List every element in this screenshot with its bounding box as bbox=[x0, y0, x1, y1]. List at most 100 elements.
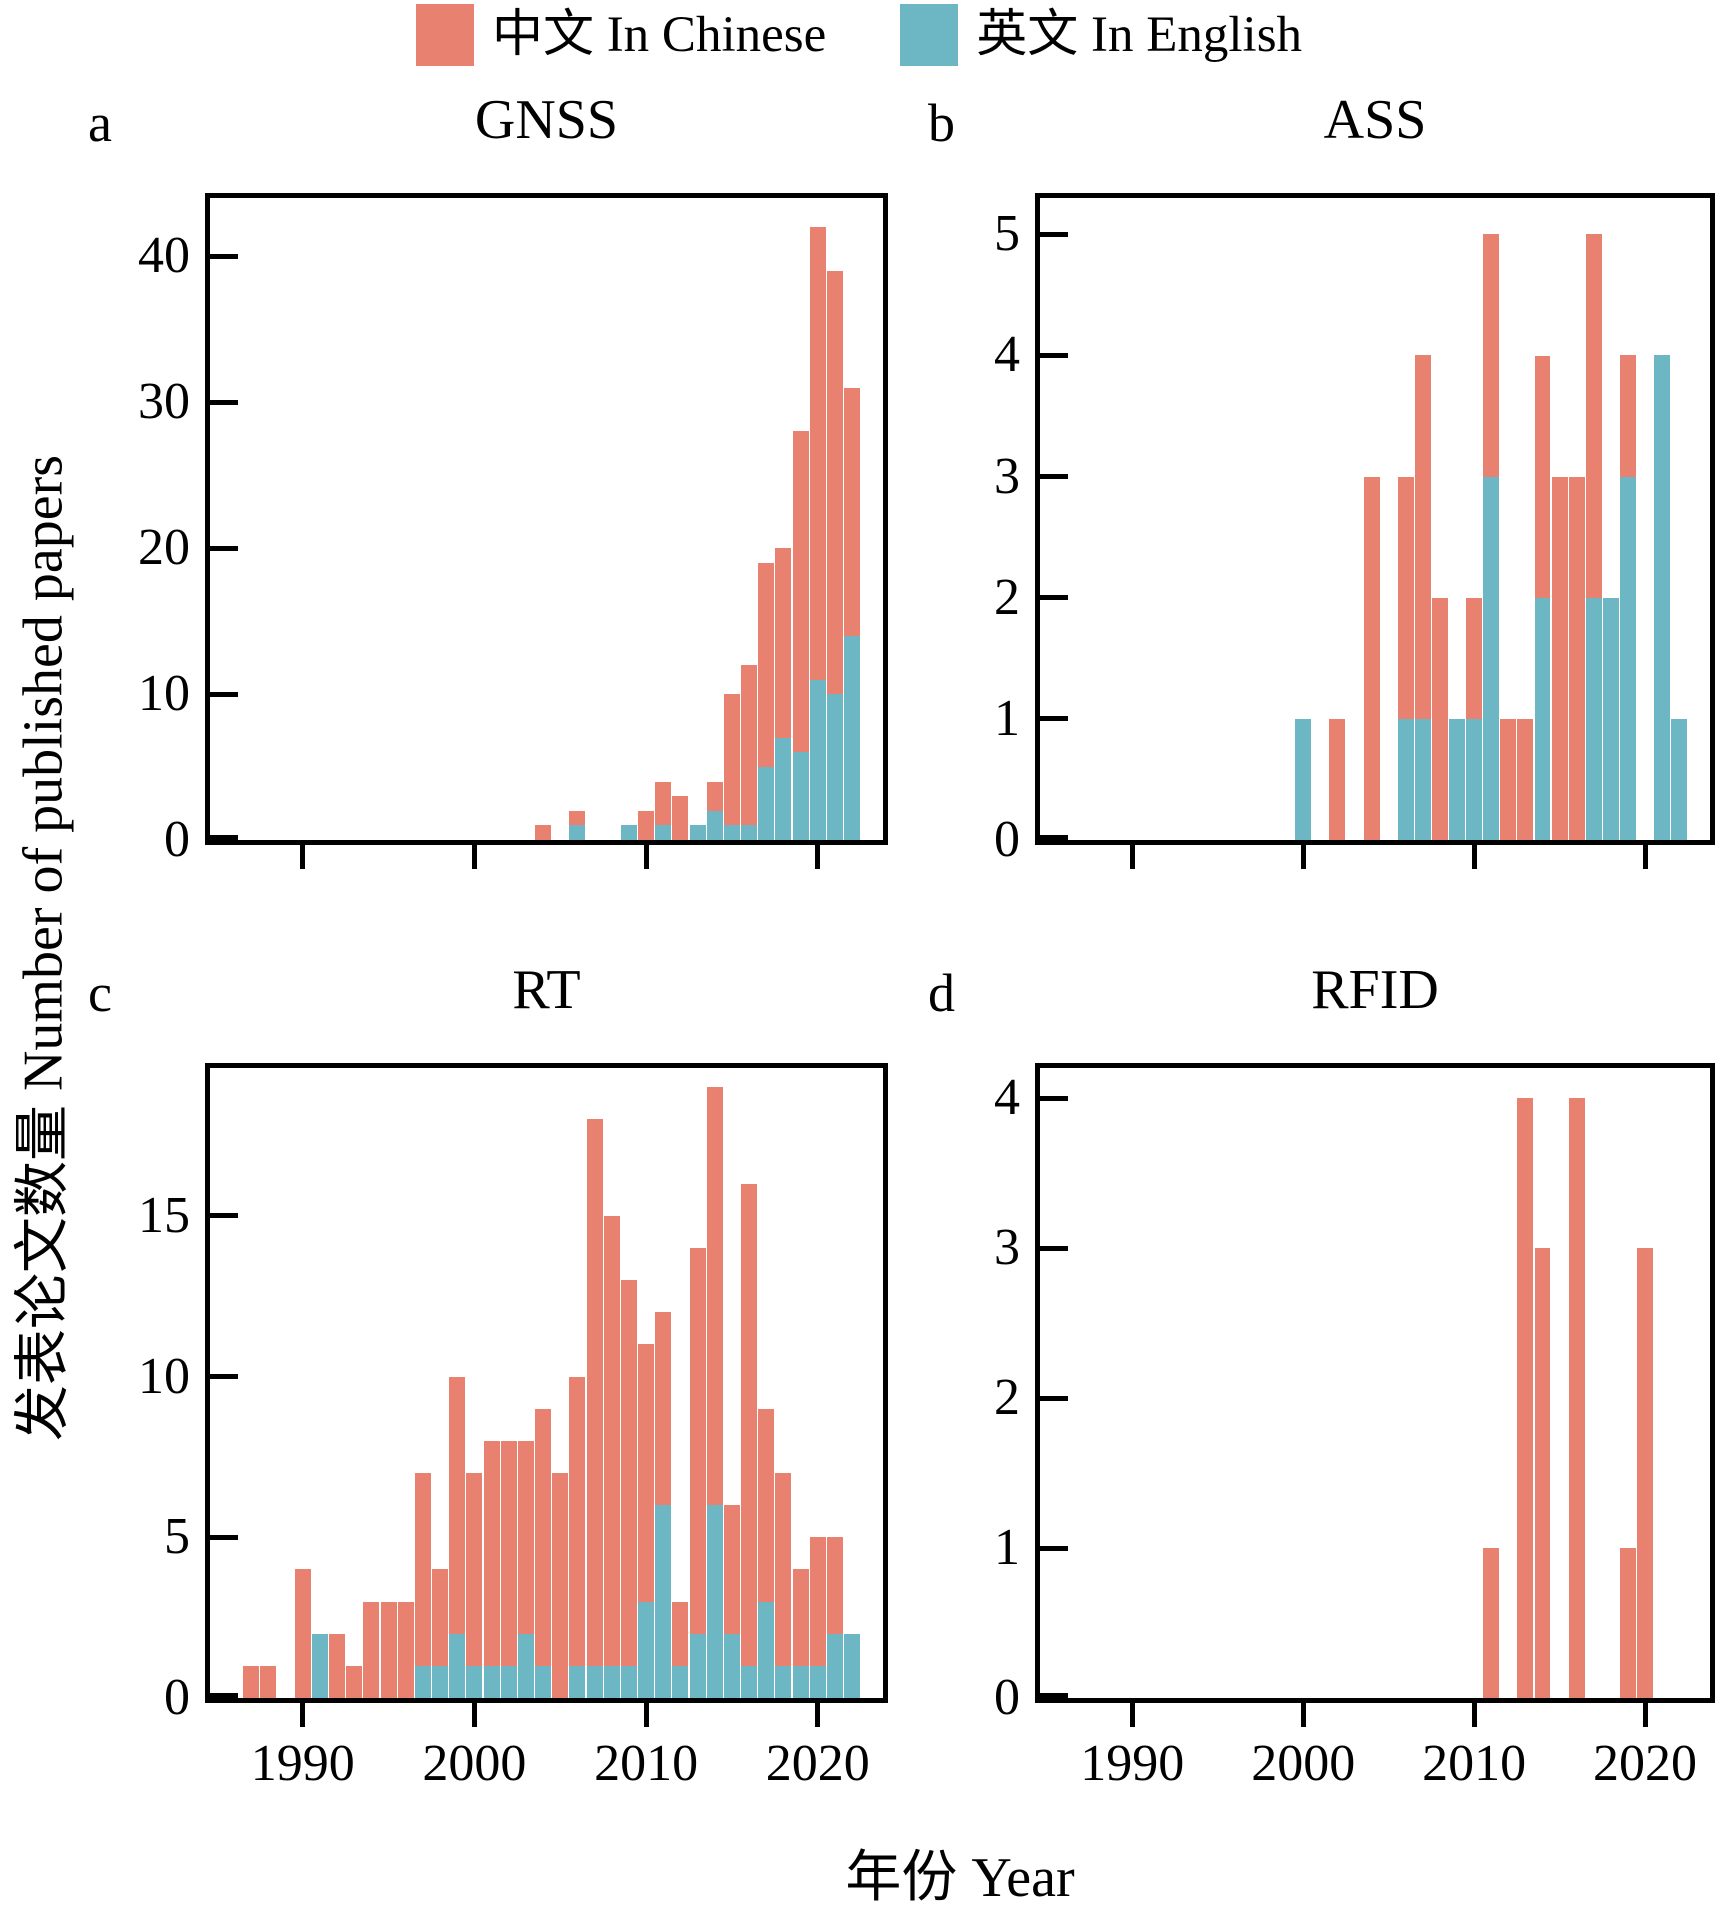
bar-english-2013 bbox=[689, 1633, 706, 1698]
y-tick-label: 15 bbox=[138, 1186, 190, 1244]
y-tick-label: 0 bbox=[994, 811, 1020, 868]
bar-english-2021 bbox=[826, 1633, 843, 1698]
legend-item-chinese: 中文 In Chinese bbox=[415, 4, 827, 66]
bar-english-2001 bbox=[483, 1665, 500, 1698]
bar-chinese-1990 bbox=[294, 1569, 311, 1698]
plot-area-rt: 0 5 10 15 1990 2000 2010 2020 bbox=[138, 1068, 883, 1792]
bar-chinese-2004 bbox=[535, 1408, 552, 1666]
x-tick bbox=[1471, 845, 1477, 869]
bar-chinese-2017 bbox=[758, 562, 775, 768]
bar-english-2012 bbox=[672, 1665, 689, 1698]
y-tick-label: 0 bbox=[164, 1669, 190, 1726]
bar-chinese-2004 bbox=[535, 825, 552, 840]
bar-chinese-2020 bbox=[809, 227, 826, 680]
y-tick bbox=[210, 1693, 238, 1698]
bar-chinese-2011 bbox=[655, 781, 672, 826]
bar-chinese-2011 bbox=[1483, 1548, 1500, 1698]
y-tick bbox=[1040, 1693, 1068, 1698]
bar-english-2019 bbox=[792, 1665, 809, 1698]
bar-english-2011 bbox=[1483, 476, 1500, 840]
x-tick bbox=[471, 1703, 477, 1727]
bar-chinese-2020 bbox=[1637, 1248, 1653, 1698]
bar-chinese-2003 bbox=[517, 1440, 534, 1634]
bar-chinese-2007 bbox=[586, 1119, 603, 1666]
x-tick bbox=[1300, 845, 1306, 869]
x-tick bbox=[1642, 845, 1648, 869]
y-tick bbox=[1040, 835, 1068, 840]
bar-english-2016 bbox=[741, 825, 758, 840]
y-tick-label: 10 bbox=[138, 1347, 190, 1405]
bar-chinese-2014 bbox=[706, 1087, 723, 1506]
panel-title-gnss: GNSS bbox=[474, 89, 619, 151]
bar-chinese-2021 bbox=[826, 270, 843, 695]
x-tick-label: 1990 bbox=[250, 1735, 355, 1792]
x-tick-label: 1990 bbox=[1080, 1735, 1185, 1792]
y-tick-label: 2 bbox=[994, 1369, 1020, 1426]
x-tick bbox=[300, 845, 306, 869]
y-tick bbox=[1040, 1395, 1068, 1401]
bar-chinese-1987 bbox=[243, 1665, 260, 1698]
plot-panel-rfid: 0 1 2 3 4 1990 2000 2010 2020 bbox=[994, 1063, 1715, 1792]
y-tick bbox=[210, 253, 238, 259]
panel-title-ass: ASS bbox=[1323, 89, 1427, 151]
bar-chinese-1994 bbox=[363, 1601, 380, 1698]
bar-english-2022 bbox=[1671, 718, 1688, 840]
bar-english-2020 bbox=[809, 679, 826, 840]
plot-frame bbox=[205, 193, 888, 845]
bar-chinese-1999 bbox=[449, 1376, 466, 1634]
y-tick bbox=[210, 1374, 238, 1380]
bar-chinese-1993 bbox=[346, 1665, 363, 1698]
bar-chinese-2007 bbox=[1414, 355, 1431, 719]
y-tick bbox=[1040, 1545, 1068, 1551]
bar-chinese-2013 bbox=[1517, 718, 1534, 840]
x-tick bbox=[815, 845, 821, 869]
bar-english-2011 bbox=[655, 1505, 672, 1698]
bar-chinese-2016 bbox=[1568, 476, 1585, 840]
bar-english-2008 bbox=[603, 1665, 620, 1698]
x-tick-label: 2010 bbox=[1422, 1735, 1527, 1792]
bar-english-2022 bbox=[844, 635, 861, 840]
y-tick-label: 5 bbox=[164, 1508, 190, 1566]
bar-english-2020 bbox=[809, 1665, 826, 1698]
bar-chinese-1995 bbox=[380, 1601, 397, 1698]
bar-chinese-1996 bbox=[397, 1601, 414, 1698]
bar-chinese-2010 bbox=[638, 1344, 655, 1602]
bar-chinese-2015 bbox=[723, 1505, 740, 1634]
y-tick-label: 1 bbox=[994, 689, 1020, 747]
bar-english-2018 bbox=[775, 737, 792, 840]
bar-english-2006 bbox=[1397, 718, 1414, 840]
bar-chinese-2019 bbox=[792, 1569, 809, 1666]
x-tick-label: 2000 bbox=[422, 1735, 527, 1792]
bar-chinese-2015 bbox=[723, 694, 740, 826]
bar-english-2015 bbox=[723, 825, 740, 840]
bar-chinese-2006 bbox=[569, 810, 586, 826]
y-tick-label: 0 bbox=[164, 811, 190, 868]
y-tick-label: 5 bbox=[994, 205, 1020, 263]
bar-english-2016 bbox=[741, 1665, 758, 1698]
y-tick bbox=[210, 1213, 238, 1219]
plot-area-rfid: 0 1 2 3 4 1990 2000 2010 2020 bbox=[994, 1068, 1710, 1792]
bar-english-2000 bbox=[1295, 718, 1312, 840]
bar-chinese-2014 bbox=[1534, 1248, 1551, 1698]
legend-label-chinese: 中文 In Chinese bbox=[491, 7, 827, 63]
bar-chinese-2012 bbox=[1500, 718, 1517, 840]
y-tick-label: 30 bbox=[138, 373, 190, 431]
english-color-swatch bbox=[900, 4, 959, 66]
bar-english-2007 bbox=[586, 1665, 603, 1698]
y-tick-label: 4 bbox=[994, 326, 1020, 384]
plot-frame bbox=[1035, 1063, 1715, 1703]
y-tick-label: 4 bbox=[994, 1069, 1020, 1126]
bar-chinese-2016 bbox=[741, 664, 758, 826]
bar-chinese-1988 bbox=[260, 1665, 277, 1698]
bar-chinese-2014 bbox=[706, 781, 723, 811]
x-tick bbox=[1471, 1703, 1477, 1727]
y-tick-label: 3 bbox=[994, 1219, 1020, 1276]
x-tick bbox=[643, 1703, 649, 1727]
bar-chinese-2019 bbox=[792, 431, 809, 753]
y-axis-title: 发表论文数量 Number of published papers bbox=[12, 454, 75, 1442]
bar-chinese-2017 bbox=[758, 1408, 775, 1602]
y-tick-label: 40 bbox=[138, 227, 190, 285]
bar-chinese-2017 bbox=[1585, 234, 1602, 598]
bar-english-2000 bbox=[466, 1665, 483, 1698]
bar-english-2019 bbox=[1620, 476, 1636, 840]
